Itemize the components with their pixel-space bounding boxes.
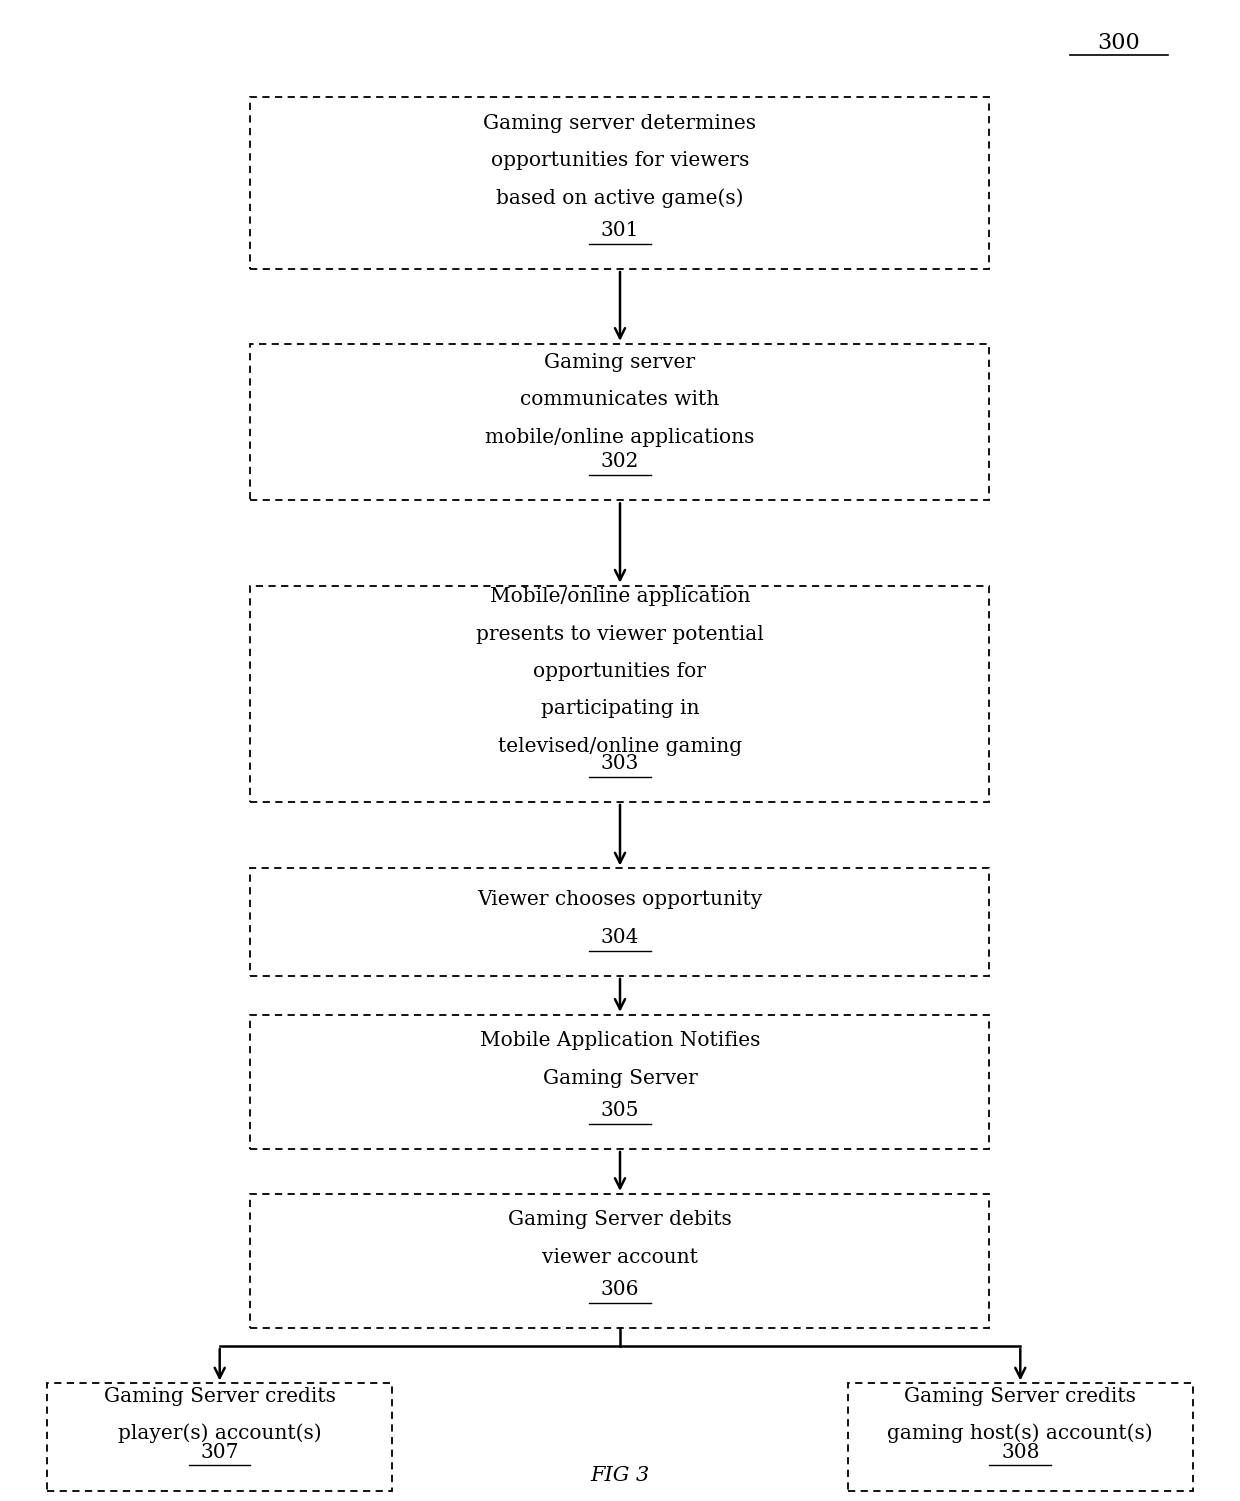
Text: FIG 3: FIG 3 <box>590 1466 650 1484</box>
Text: Gaming Server credits: Gaming Server credits <box>104 1387 336 1405</box>
Text: mobile/online applications: mobile/online applications <box>485 428 755 446</box>
Text: Mobile Application Notifies: Mobile Application Notifies <box>480 1031 760 1051</box>
Text: Gaming Server credits: Gaming Server credits <box>904 1387 1136 1405</box>
Text: televised/online gaming: televised/online gaming <box>498 737 742 755</box>
Text: Gaming server determines: Gaming server determines <box>484 114 756 134</box>
Text: opportunities for viewers: opportunities for viewers <box>491 152 749 171</box>
Text: 304: 304 <box>601 928 639 947</box>
Text: Gaming Server: Gaming Server <box>543 1069 697 1088</box>
FancyBboxPatch shape <box>250 1193 990 1328</box>
Text: presents to viewer potential: presents to viewer potential <box>476 624 764 644</box>
FancyBboxPatch shape <box>848 1384 1193 1490</box>
Text: player(s) account(s): player(s) account(s) <box>118 1423 321 1444</box>
FancyBboxPatch shape <box>250 344 990 500</box>
Text: Mobile/online application: Mobile/online application <box>490 587 750 606</box>
Text: 302: 302 <box>601 452 639 471</box>
Text: participating in: participating in <box>541 699 699 717</box>
FancyBboxPatch shape <box>250 98 990 269</box>
FancyBboxPatch shape <box>250 1015 990 1150</box>
FancyBboxPatch shape <box>250 585 990 802</box>
Text: 307: 307 <box>201 1442 239 1462</box>
Text: 301: 301 <box>600 221 640 240</box>
Text: 300: 300 <box>1097 32 1141 54</box>
Text: based on active game(s): based on active game(s) <box>496 189 744 209</box>
Text: opportunities for: opportunities for <box>533 662 707 681</box>
Text: 305: 305 <box>600 1100 640 1120</box>
Text: viewer account: viewer account <box>542 1247 698 1267</box>
Text: Viewer chooses opportunity: Viewer chooses opportunity <box>477 890 763 910</box>
FancyBboxPatch shape <box>47 1384 392 1490</box>
Text: gaming host(s) account(s): gaming host(s) account(s) <box>888 1423 1153 1444</box>
FancyBboxPatch shape <box>250 869 990 976</box>
Text: communicates with: communicates with <box>521 390 719 410</box>
Text: Gaming Server debits: Gaming Server debits <box>508 1210 732 1229</box>
Text: 303: 303 <box>601 754 639 773</box>
Text: 306: 306 <box>600 1280 640 1298</box>
Text: Gaming server: Gaming server <box>544 353 696 372</box>
Text: 308: 308 <box>1001 1442 1039 1462</box>
